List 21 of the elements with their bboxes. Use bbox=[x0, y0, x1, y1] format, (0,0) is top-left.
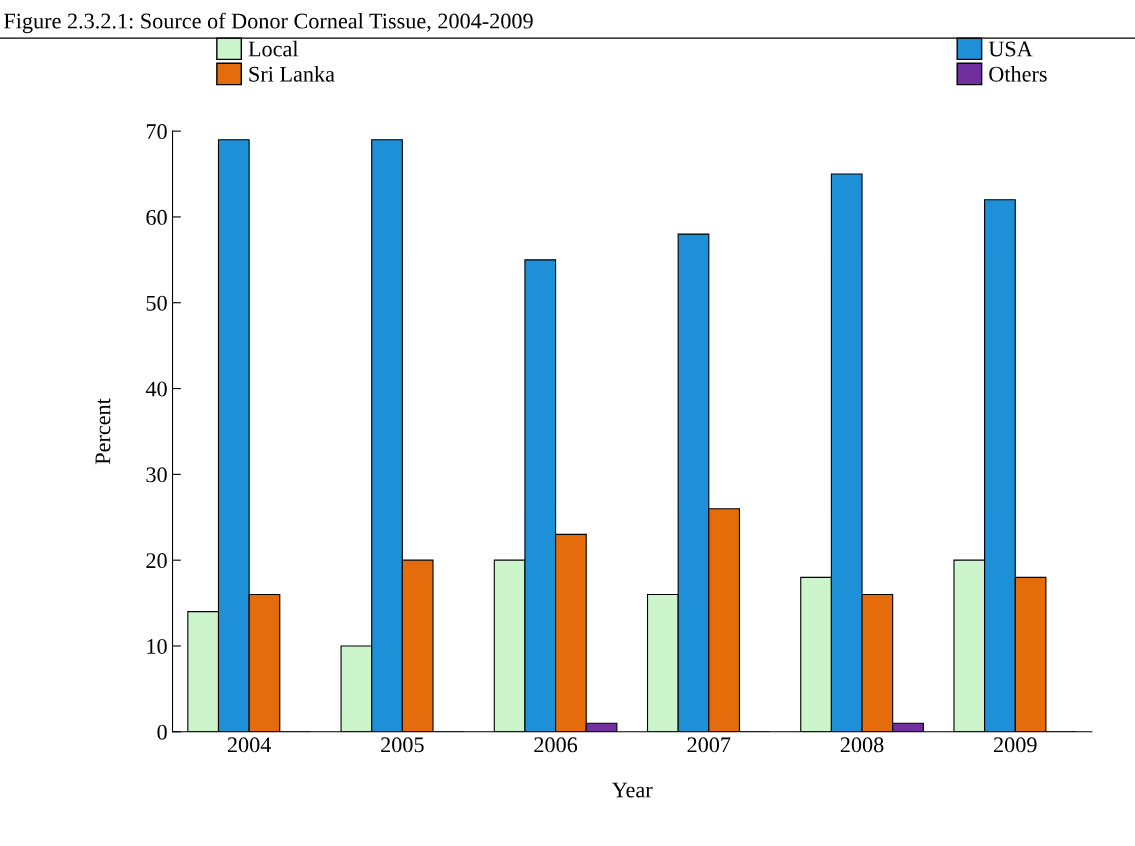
chart-title: Figure 2.3.2.1: Source of Donor Corneal Tissue, 2004-2009 bbox=[4, 12, 533, 34]
y-tick-label: 50 bbox=[146, 295, 167, 311]
y-tick-label: 60 bbox=[146, 209, 167, 225]
y-tick-label: 10 bbox=[147, 638, 167, 654]
x-axis-title: Year bbox=[611, 782, 653, 798]
y-tick-label: 0 bbox=[157, 724, 167, 740]
x-tick-label: 2009 bbox=[994, 737, 1037, 753]
legend-label: USA bbox=[988, 41, 1033, 57]
y-tick-label: 70 bbox=[146, 124, 167, 140]
y-tick-label: 40 bbox=[145, 381, 167, 397]
legend-label: Others bbox=[989, 66, 1047, 82]
legend-label: Local bbox=[248, 40, 299, 57]
x-tick-label: 2004 bbox=[227, 737, 272, 753]
x-tick-label: 2007 bbox=[687, 737, 731, 753]
x-tick-label: 2006 bbox=[534, 737, 578, 753]
legend-label: Sri Lanka bbox=[249, 66, 335, 82]
x-tick-label: 2005 bbox=[381, 737, 424, 753]
y-axis-title: Percent bbox=[95, 398, 111, 465]
x-tick-label: 2008 bbox=[840, 737, 884, 753]
y-tick-label: 20 bbox=[146, 553, 167, 569]
y-tick-label: 30 bbox=[146, 467, 167, 483]
